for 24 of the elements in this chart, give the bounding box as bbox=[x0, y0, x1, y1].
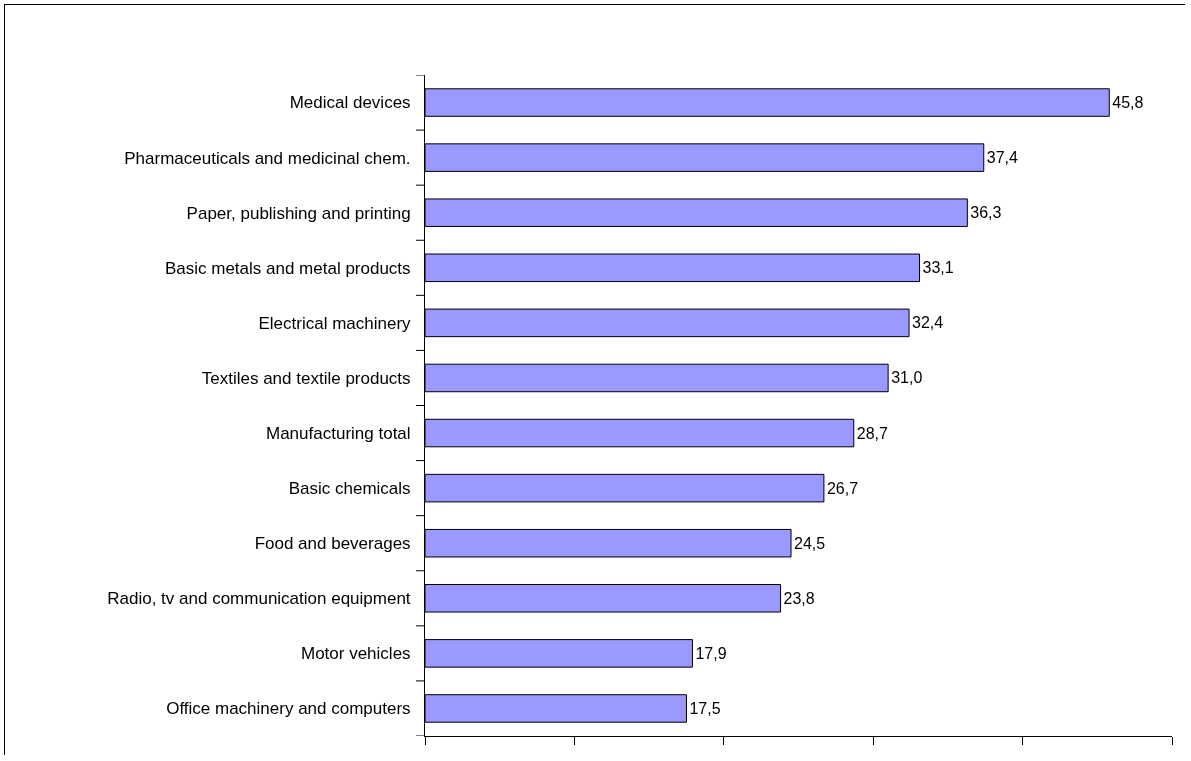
y-tick-label: Basic chemicals bbox=[288, 479, 411, 499]
y-tick-label: Pharmaceuticals and medicinal chem. bbox=[124, 148, 411, 168]
data-label: 28,7 bbox=[856, 424, 889, 442]
y-tick-label: Textiles and textile products bbox=[201, 368, 411, 388]
y-tick-label: Motor vehicles bbox=[300, 644, 411, 664]
y-tick-label: Food and beverages bbox=[254, 534, 411, 554]
data-label: 36,3 bbox=[970, 204, 1002, 222]
y-tick-label: Basic metals and metal products bbox=[164, 258, 411, 278]
data-label: 23,8 bbox=[783, 589, 815, 607]
y-tick-label: Electrical machinery bbox=[258, 313, 412, 333]
data-label: 17,5 bbox=[689, 699, 721, 717]
y-tick-label: Medical devices bbox=[289, 93, 411, 113]
y-tick-label: Office machinery and computers bbox=[166, 699, 411, 719]
data-label: 33,1 bbox=[922, 259, 954, 277]
data-label: 32,4 bbox=[912, 314, 944, 332]
y-tick-label: Radio, tv and communication equipment bbox=[107, 589, 411, 609]
data-label: 45,8 bbox=[1112, 94, 1144, 112]
data-label: 31,0 bbox=[891, 369, 923, 387]
data-label: 37,4 bbox=[986, 149, 1018, 167]
y-tick-label: Paper, publishing and printing bbox=[186, 203, 411, 223]
data-label: 26,7 bbox=[826, 479, 859, 497]
data-label: 24,5 bbox=[794, 534, 826, 552]
y-tick-label: Manufacturing total bbox=[266, 423, 411, 443]
data-label: 17,9 bbox=[695, 644, 727, 662]
